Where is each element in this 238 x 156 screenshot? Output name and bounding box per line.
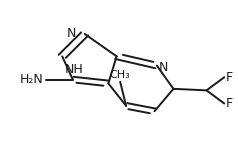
Text: NH: NH — [64, 63, 83, 76]
Text: CH₃: CH₃ — [110, 70, 131, 80]
Text: F: F — [225, 71, 233, 84]
Text: N: N — [159, 61, 169, 74]
Text: F: F — [225, 97, 233, 110]
Text: H₂N: H₂N — [20, 73, 43, 86]
Text: N: N — [67, 27, 76, 40]
